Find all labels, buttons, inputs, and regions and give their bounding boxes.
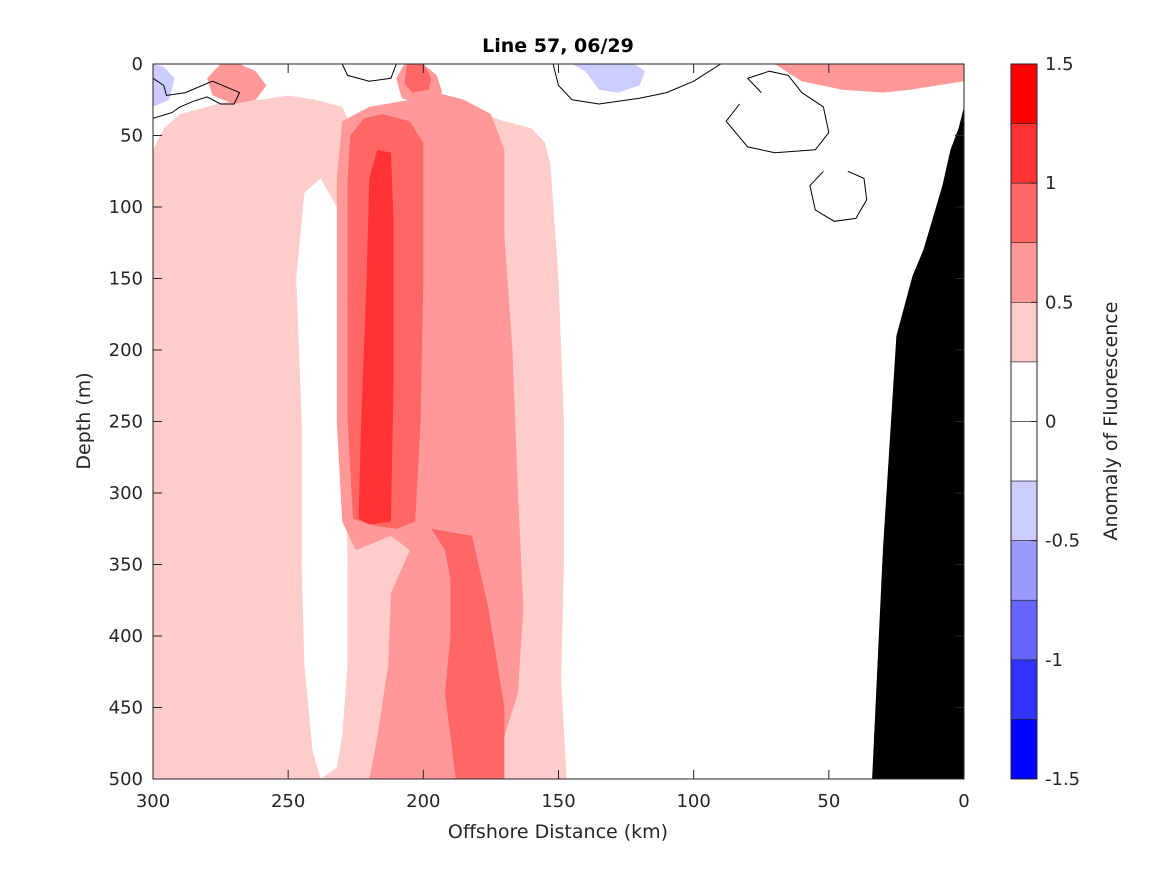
y-tick-label-450: 450: [109, 698, 143, 719]
region-band-deep-strong: [436, 535, 491, 779]
x-tick-label-50: 50: [817, 791, 840, 812]
colorbar-swatch-3: [1010, 242, 1038, 303]
y-axis-label: Depth (m): [73, 372, 95, 469]
colorbar-tick-label-2: 0.5: [1045, 292, 1074, 313]
contour-east-small: [809, 170, 868, 222]
colorbar-swatch-6: [1010, 421, 1038, 482]
x-tick-label-200: 200: [406, 791, 440, 812]
y-tick-label-200: 200: [109, 340, 143, 361]
contour-mid-top: [341, 64, 397, 82]
y-tick-label-300: 300: [109, 483, 143, 504]
chart-title: Line 57, 06/29: [482, 35, 634, 57]
region-band-west-pale-gap: [296, 178, 348, 779]
contour-east-loop: [725, 70, 830, 154]
x-tick-label-250: 250: [271, 791, 305, 812]
region-surface-patch-a: [207, 64, 267, 104]
x-axis: 300 250 200 150 100 50 0: [136, 64, 970, 812]
colorbar-swatch-11: [1010, 719, 1038, 780]
colorbar-swatch-5: [1010, 361, 1038, 422]
colorbar-swatch-2: [1010, 182, 1038, 244]
y-tick-label-0: 0: [132, 54, 143, 75]
colorbar-label: Anomaly of Fluorescence: [1100, 302, 1122, 541]
y-tick-label-350: 350: [109, 555, 143, 576]
y-tick-label-400: 400: [109, 626, 143, 647]
colorbar-tick-label-4: -0.5: [1045, 531, 1080, 552]
y-axis: 0 50 100 150 200 250 300 350 400 450 500: [109, 54, 964, 790]
zero-contours: [153, 64, 868, 222]
y-tick-label-500: 500: [109, 769, 143, 790]
colorbar-swatch-10: [1010, 659, 1038, 720]
colorbar: [1010, 63, 1038, 780]
x-tick-label-150: 150: [541, 791, 575, 812]
colorbar-swatch-0: [1010, 63, 1038, 124]
colorbar-swatch-9: [1010, 599, 1038, 661]
region-surface-patch-c: [404, 64, 432, 93]
x-tick-label-100: 100: [676, 791, 710, 812]
colorbar-swatch-1: [1010, 123, 1038, 184]
colorbar-tick-label-5: -1: [1045, 650, 1063, 671]
colorbar-swatch-8: [1010, 540, 1038, 601]
bathymetry: [872, 106, 964, 779]
fluorescence-field: [153, 64, 964, 779]
region-blue-patch-east: [572, 64, 645, 93]
y-tick-label-150: 150: [109, 269, 143, 290]
colorbar-tick-label-6: -1.5: [1045, 769, 1080, 790]
contour-west: [153, 77, 241, 119]
contour-east-surface: [552, 64, 721, 105]
colorbar-tick-label-0: 1.5: [1045, 54, 1074, 75]
colorbar-swatch-7: [1010, 480, 1038, 541]
colorbar-swatch-4: [1010, 302, 1038, 363]
colorbar-tick-label-3: 0: [1045, 412, 1056, 433]
y-tick-label-50: 50: [120, 126, 143, 147]
x-tick-label-0: 0: [958, 791, 969, 812]
region-surface-patch-nearshore-strong: [815, 64, 964, 82]
colorbar-ticks: 1.5 1 0.5 0 -0.5 -1 -1.5: [1031, 54, 1080, 790]
bathymetry-layer: [872, 106, 964, 779]
colorbar-tick-label-1: 1: [1045, 173, 1056, 194]
y-tick-label-100: 100: [109, 197, 143, 218]
region-band-mid-core: [358, 149, 394, 525]
y-tick-label-250: 250: [109, 412, 143, 433]
x-axis-label: Offshore Distance (km): [448, 821, 668, 843]
x-tick-label-300: 300: [136, 791, 170, 812]
